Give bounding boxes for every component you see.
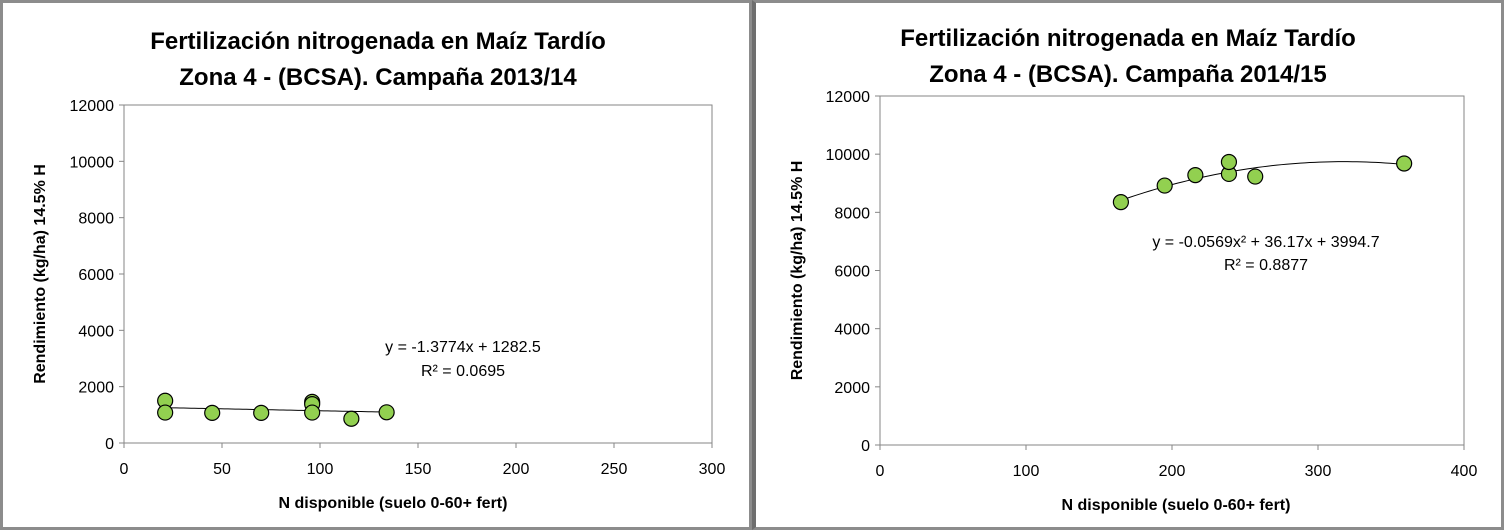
x-tick-label: 100 xyxy=(1013,463,1040,480)
chart-title-line-1: Fertilización nitrogenada en Maíz Tardío xyxy=(900,25,1356,52)
x-tick-label: 300 xyxy=(699,461,726,478)
y-tick-label: 8000 xyxy=(78,211,114,228)
y-tick-label: 4000 xyxy=(78,323,114,340)
y-axis-label: Rendimiento (kg/ha) 14.5% H xyxy=(32,164,49,384)
y-tick-label: 12000 xyxy=(70,98,115,115)
x-tick-label: 150 xyxy=(405,461,432,478)
plot-area xyxy=(879,95,1465,446)
x-tick-label: 300 xyxy=(1305,463,1332,480)
x-tick-label: 100 xyxy=(307,461,334,478)
x-tick-label: 0 xyxy=(120,461,129,478)
data-point xyxy=(157,404,174,421)
y-tick-label: 4000 xyxy=(834,322,870,339)
y-tick-label: 6000 xyxy=(834,264,870,281)
trendline-equation: y = -1.3774x + 1282.5 xyxy=(385,339,541,356)
x-tick-label: 0 xyxy=(876,463,885,480)
data-point xyxy=(1396,155,1413,172)
data-point xyxy=(1187,167,1204,184)
x-tick-label: 400 xyxy=(1451,463,1478,480)
y-tick-label: 10000 xyxy=(826,147,871,164)
y-tick-label: 8000 xyxy=(834,205,870,222)
y-tick-label: 2000 xyxy=(834,380,870,397)
x-tick-label: 50 xyxy=(213,461,231,478)
data-point xyxy=(1156,177,1173,194)
chart-title-line-1: Fertilización nitrogenada en Maíz Tardío xyxy=(150,28,606,55)
chart-panel-2013-14: Fertilización nitrogenada en Maíz Tardío… xyxy=(0,0,752,530)
data-point xyxy=(343,410,360,427)
plot-area xyxy=(123,104,713,444)
data-point xyxy=(1220,153,1238,171)
x-axis-label: N disponible (suelo 0-60+ fert) xyxy=(279,495,508,512)
data-point xyxy=(1247,168,1264,185)
r-squared-label: R² = 0.0695 xyxy=(421,363,505,380)
x-tick-label: 250 xyxy=(601,461,628,478)
chart-title-line-2: Zona 4 - (BCSA). Campaña 2014/15 xyxy=(929,61,1326,88)
scatter-chart-2014-15: Fertilización nitrogenada en Maíz Tardío… xyxy=(789,25,1478,514)
scatter-chart-2013-14: Fertilización nitrogenada en Maíz Tardío… xyxy=(32,28,726,512)
r-squared-label: R² = 0.8877 xyxy=(1224,257,1308,274)
data-point xyxy=(378,404,395,421)
x-tick-label: 200 xyxy=(1159,463,1186,480)
y-tick-label: 0 xyxy=(861,438,870,455)
data-point xyxy=(1112,194,1129,211)
chart-panel-2014-15: Fertilización nitrogenada en Maíz Tardío… xyxy=(752,0,1504,530)
y-tick-label: 0 xyxy=(105,436,114,453)
trendline-equation: y = -0.0569x² + 36.17x + 3994.7 xyxy=(1152,234,1379,251)
data-point xyxy=(253,404,270,421)
data-point xyxy=(304,404,321,421)
chart-title-line-2: Zona 4 - (BCSA). Campaña 2013/14 xyxy=(179,64,577,91)
y-tick-label: 2000 xyxy=(78,380,114,397)
data-point xyxy=(204,404,221,421)
y-axis-label: Rendimiento (kg/ha) 14.5% H xyxy=(789,161,806,381)
x-axis-label: N disponible (suelo 0-60+ fert) xyxy=(1062,497,1291,514)
x-tick-label: 200 xyxy=(503,461,530,478)
y-tick-label: 10000 xyxy=(70,154,115,171)
y-tick-label: 6000 xyxy=(78,267,114,284)
y-tick-label: 12000 xyxy=(826,89,871,106)
